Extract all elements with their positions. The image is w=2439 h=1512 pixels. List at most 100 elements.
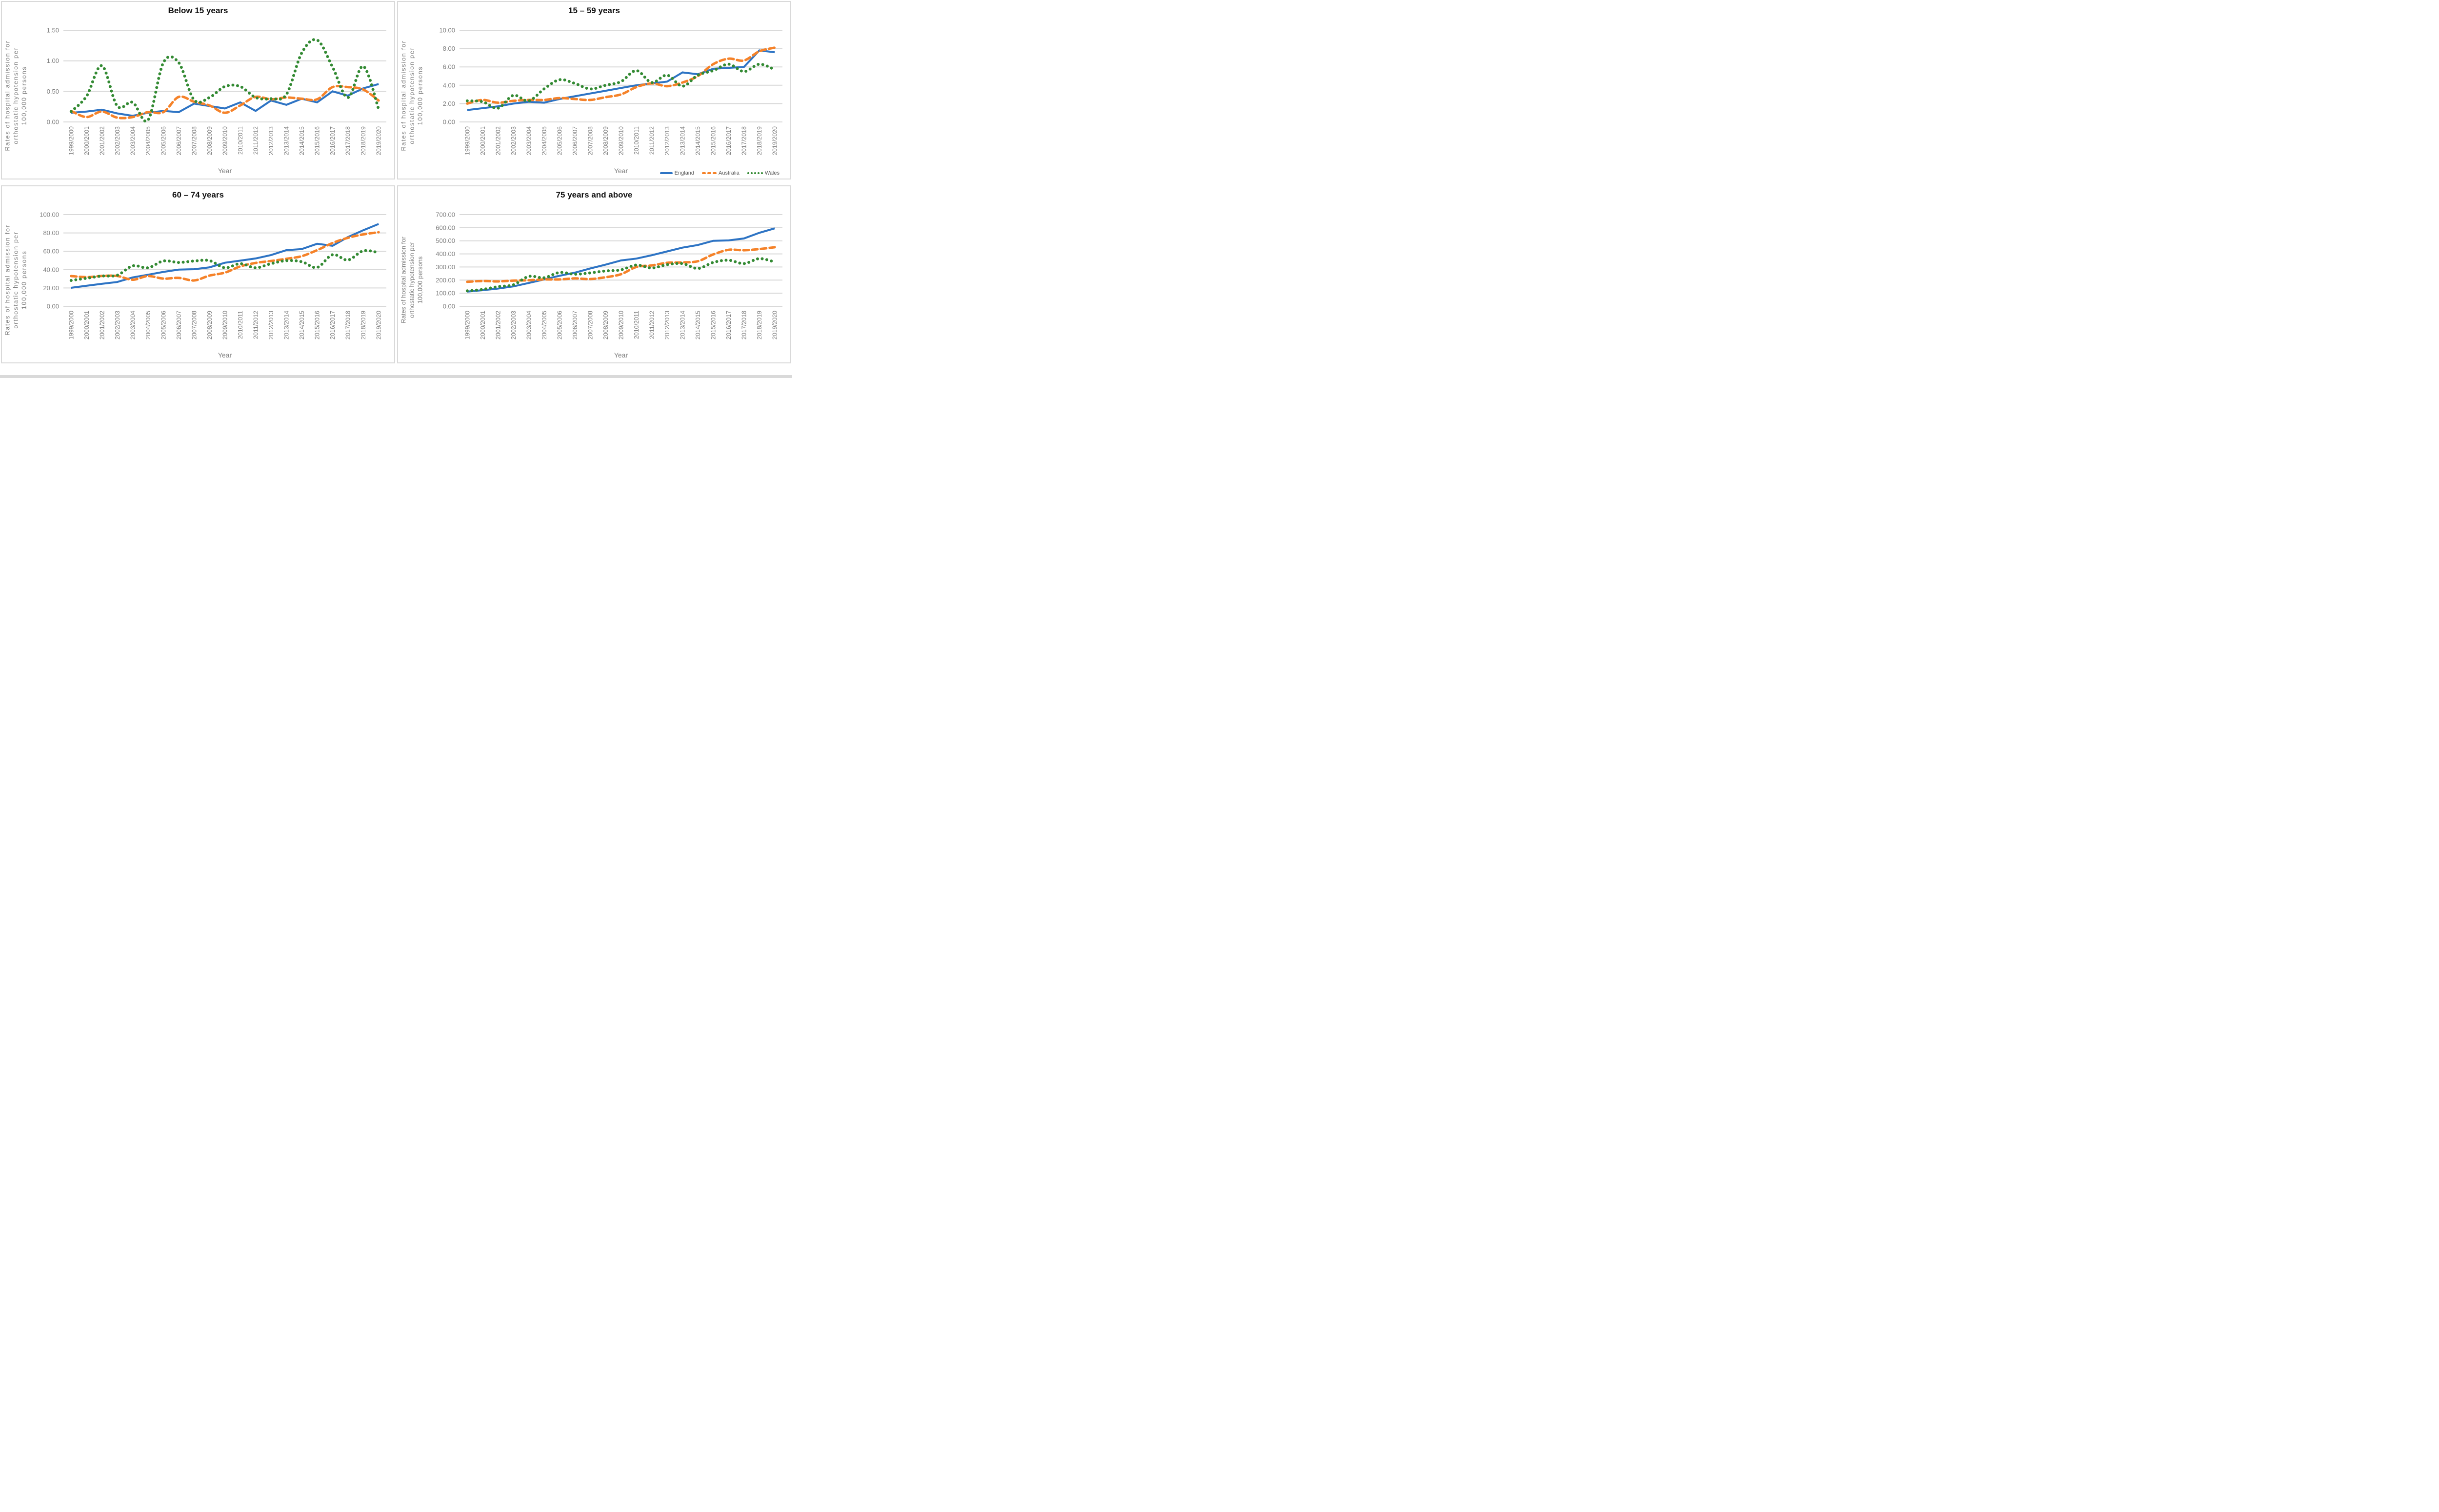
x-tick-label: 2006/2007 [572,311,579,339]
charts-grid: Below 15 years Rates of hospital admissi… [0,0,792,367]
x-tick-label: 2000/2001 [83,126,90,155]
x-tick-label: 2004/2005 [145,126,152,155]
x-tick-label: 2008/2009 [206,126,213,155]
x-tick-label: 2006/2007 [572,126,579,155]
series-wales-line [465,257,777,292]
x-tick-label: 2019/2020 [772,311,779,339]
series-england-line [71,83,379,117]
x-tick-label: 2011/2012 [649,126,656,155]
chart-panel-15-59: 15 – 59 years Rates of hospital admissio… [397,1,791,179]
y-tick-label: 100.00 [40,211,59,218]
x-tick-label: 2015/2016 [710,126,717,155]
x-axis-title: Year [218,167,232,175]
legend-item-label: Australia [719,170,740,176]
x-tick-label: 2003/2004 [129,311,136,339]
x-tick-label: 2017/2018 [741,126,748,155]
series-england-line [467,227,775,293]
y-axis-title: Rates of hospital admission for orthosta… [400,236,424,323]
x-tick-label: 2010/2011 [633,311,640,339]
chart-panel-75-above: 75 years and above Rates of hospital adm… [397,185,791,363]
chart-area: Rates of hospital admission for orthosta… [2,24,394,167]
x-tick-label: 2000/2001 [480,311,486,339]
y-axis-title: Rates of hospital admission for orthosta… [3,224,28,336]
series-wales-line [69,38,380,123]
series-wales-line [69,249,380,282]
legend-item-wales: Wales [747,170,780,176]
y-tick-label: 500.00 [436,237,455,244]
legend-item-australia: Australia [702,170,740,176]
y-tick-label: 40.00 [43,266,59,273]
legend-item-england: England [660,170,694,176]
y-tick-label: 700.00 [436,211,455,218]
chart-area: Rates of hospital admission for orthosta… [2,209,394,351]
x-tick-label: 2013/2014 [283,311,290,339]
y-tick-label: 0.50 [47,88,59,95]
y-tick-label: 400.00 [436,250,455,258]
x-tick-label: 2019/2020 [376,311,382,339]
x-tick-label: 2017/2018 [345,311,352,339]
x-tick-label: 2012/2013 [268,311,275,339]
x-tick-label: 2012/2013 [664,126,671,155]
page: { "colors": { "england": "#2E74C4", "aus… [0,0,792,378]
x-tick-label: 2002/2003 [510,126,517,155]
chart-area: Rates of hospital admission for orthosta… [398,24,790,167]
x-tick-label: 2014/2015 [695,126,701,155]
x-tick-label: 2007/2008 [587,126,594,155]
x-tick-label: 2007/2008 [191,311,198,339]
series-australia-line [466,246,776,283]
x-axis-title: Year [614,167,628,175]
series-australia-line [70,231,380,282]
series-australia-line [70,85,380,119]
x-tick-label: 2014/2015 [695,311,701,339]
series-wales-line [465,62,777,110]
y-tick-label: 200.00 [436,276,455,283]
x-tick-label: 2016/2017 [725,311,732,339]
line-chart-15-59: 0.00 2.00 4.00 6.00 8.00 10.00 1999/2000 2000/2… [439,27,782,155]
x-tick-label: 2012/2013 [664,311,671,339]
y-tick-label: 300.00 [436,263,455,271]
x-tick-label: 2019/2020 [376,126,382,155]
page-bottom-strip [0,375,792,378]
x-tick-label: 1999/2000 [68,126,75,155]
x-tick-label: 2015/2016 [710,311,717,339]
x-tick-label: 1999/2000 [464,126,471,155]
x-tick-label: 2003/2004 [129,126,136,155]
y-tick-label: 80.00 [43,229,59,237]
x-axis-title: Year [218,351,232,359]
x-tick-label: 2010/2011 [633,126,640,155]
y-tick-label: 100.00 [436,289,455,297]
x-tick-label: 2009/2010 [618,126,625,155]
x-tick-label: 2004/2005 [541,311,548,339]
x-tick-label: 2016/2017 [329,126,336,155]
x-tick-label: 2001/2002 [495,311,501,339]
x-tick-label: 2007/2008 [191,126,198,155]
y-tick-label: 600.00 [436,224,455,231]
x-tick-label: 2018/2019 [756,311,763,339]
x-tick-label: 2005/2006 [556,126,563,155]
x-tick-label: 2013/2014 [283,126,290,155]
x-tick-label: 2016/2017 [329,311,336,339]
x-tick-label: 2006/2007 [176,126,182,155]
x-tick-label: 2017/2018 [741,311,748,339]
series-england-line [467,49,775,111]
x-tick-label: 2010/2011 [237,311,244,339]
y-axis-title: Rates of hospital admission for orthosta… [400,40,424,151]
x-tick-label: 2003/2004 [525,126,532,155]
y-tick-label: 1.50 [47,27,59,34]
line-chart-75-above: 0.00 100.00 200.00 300.00 400.00 500.00 600.00… [436,211,782,339]
chart-panel-60-74: 60 – 74 years Rates of hospital admissio… [1,185,395,363]
x-tick-label: 2013/2014 [680,126,686,155]
x-tick-label: 2019/2020 [772,126,779,155]
x-tick-label: 2005/2006 [160,311,167,339]
chart-area: Rates of hospital admission for orthosta… [398,209,790,351]
chart-panel-below-15: Below 15 years Rates of hospital admissi… [1,1,395,179]
x-tick-label: 2011/2012 [649,311,656,339]
x-tick-label: 2002/2003 [114,126,121,155]
x-tick-label: 2015/2016 [314,311,321,339]
legend-item-label: England [674,170,695,176]
x-tick-label: 2007/2008 [587,311,594,339]
y-tick-label: 1.00 [47,57,59,64]
x-tick-label: 2009/2010 [222,126,229,155]
y-tick-label: 6.00 [443,63,455,71]
x-tick-label: 2018/2019 [756,126,763,155]
